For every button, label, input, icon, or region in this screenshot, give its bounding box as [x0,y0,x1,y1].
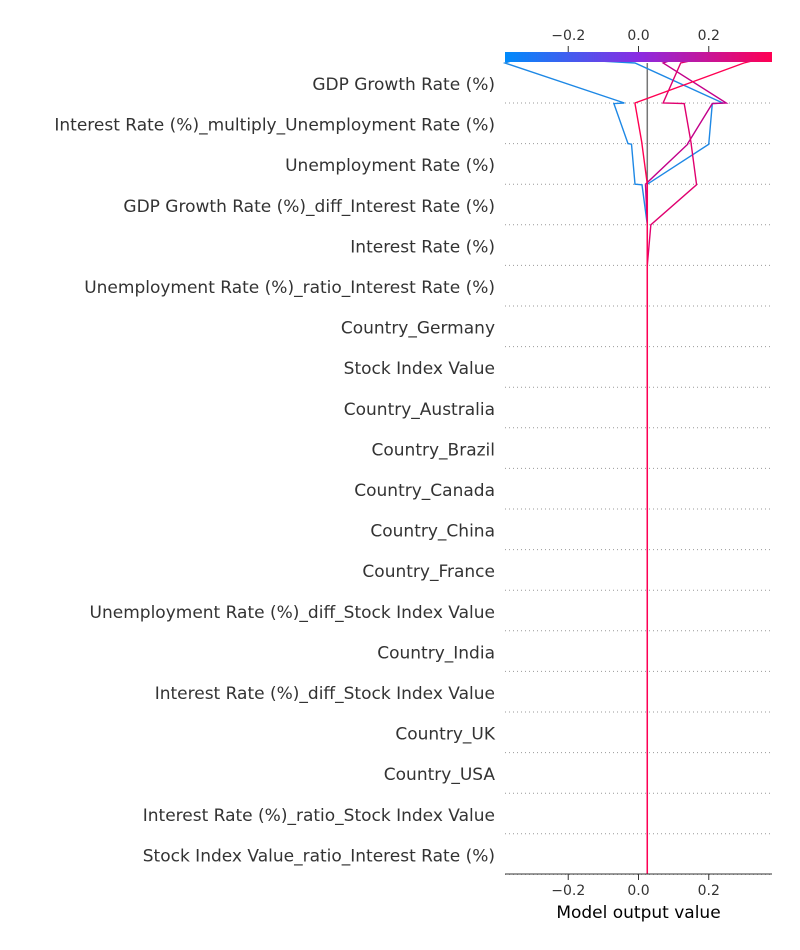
x-axis-title: Model output value [556,903,720,923]
feature-label: Country_Australia [344,400,495,420]
feature-label: Country_UK [395,725,495,745]
feature-label: GDP Growth Rate (%)_diff_Interest Rate (… [123,197,495,217]
decision-lines [502,56,769,874]
x-axis: −0.2 0.0 0.2 Model output value [505,873,772,923]
feature-label: Stock Index Value [344,359,495,379]
feature-label: Country_China [370,522,495,542]
decision-line [502,56,648,874]
feature-label: Interest Rate (%)_diff_Stock Index Value [155,684,495,704]
x-tick-label: 0.0 [627,883,649,899]
x-tick-label: −0.2 [551,883,585,899]
decision-line [529,56,724,874]
x-tick-label: 0.2 [698,883,720,899]
feature-label: Stock Index Value_ratio_Interest Rate (%… [143,846,495,866]
feature-label: GDP Growth Rate (%) [312,75,495,95]
colorbar-tick-label: 0.0 [627,28,649,44]
feature-label: Interest Rate (%)_ratio_Stock Index Valu… [143,806,495,826]
feature-label: Country_Germany [341,319,495,339]
feature-label: Country_India [377,643,495,663]
feature-label: Unemployment Rate (%)_ratio_Interest Rat… [84,278,495,298]
colorbar-tick-label: 0.2 [698,28,720,44]
feature-label: Interest Rate (%) [350,237,495,257]
colorbar-tick-label: −0.2 [551,28,585,44]
feature-label: Country_USA [384,765,496,785]
feature-label: Country_Brazil [372,440,495,460]
feature-label: Unemployment Rate (%)_diff_Stock Index V… [90,603,495,623]
decision-line [644,56,729,874]
grid-lines [505,102,772,875]
feature-label: Unemployment Rate (%) [285,156,495,176]
colorbar-gradient [505,52,772,62]
feature-label: Interest Rate (%)_multiply_Unemployment … [54,116,495,136]
decision-line [634,56,769,874]
feature-labels: GDP Growth Rate (%) Interest Rate (%)_mul… [54,75,495,866]
feature-label: Country_France [362,562,495,582]
feature-label: Country_Canada [354,481,495,501]
colorbar: −0.2 0.0 0.2 [505,28,772,62]
decision-line [646,56,709,874]
